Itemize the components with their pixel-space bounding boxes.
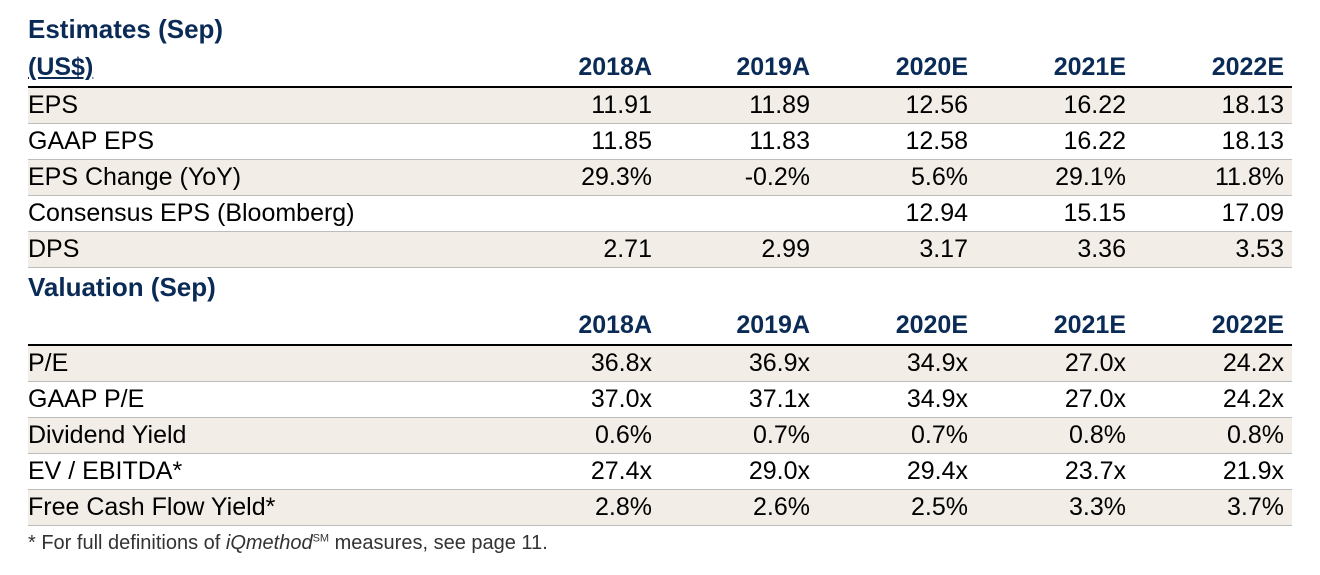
row-label: P/E [28,345,502,382]
footnote-prefix: * For full definitions of [28,532,226,554]
cell-value: 17.09 [1134,196,1292,232]
cell-value: 16.22 [976,124,1134,160]
cell-value: 27.0x [976,345,1134,382]
cell-value: -0.2% [660,160,818,196]
cell-value: 29.0x [660,454,818,490]
cell-value: 0.8% [976,418,1134,454]
row-label: EPS [28,87,502,124]
cell-value: 24.2x [1134,345,1292,382]
row-label: Consensus EPS (Bloomberg) [28,196,502,232]
row-label: DPS [28,232,502,268]
financial-tables-container: Estimates (Sep)(US$)2018A2019A2020E2021E… [0,0,1320,575]
cell-value: 23.7x [976,454,1134,490]
table-row: Dividend Yield0.6%0.7%0.7%0.8%0.8% [28,418,1292,454]
column-header: 2021E [976,307,1134,345]
cell-value: 37.1x [660,382,818,418]
table-row: Free Cash Flow Yield*2.8%2.6%2.5%3.3%3.7… [28,490,1292,526]
cell-value: 18.13 [1134,124,1292,160]
cell-value [502,196,660,232]
cell-value: 29.3% [502,160,660,196]
table-row: P/E36.8x36.9x34.9x27.0x24.2x [28,345,1292,382]
cell-value: 29.1% [976,160,1134,196]
cell-value: 34.9x [818,345,976,382]
section-title: Valuation (Sep) [28,268,1292,308]
cell-value: 24.2x [1134,382,1292,418]
cell-value: 34.9x [818,382,976,418]
cell-value: 11.89 [660,87,818,124]
cell-value: 27.4x [502,454,660,490]
row-label: EV / EBITDA* [28,454,502,490]
row-header-label [28,307,502,345]
footnote-suffix: measures, see page 11. [329,532,548,554]
cell-value: 0.7% [818,418,976,454]
column-header: 2021E [976,49,1134,87]
cell-value: 3.3% [976,490,1134,526]
column-header: 2022E [1134,307,1292,345]
financial-tables: Estimates (Sep)(US$)2018A2019A2020E2021E… [28,10,1292,526]
cell-value: 21.9x [1134,454,1292,490]
cell-value: 2.71 [502,232,660,268]
cell-value: 16.22 [976,87,1134,124]
cell-value: 11.91 [502,87,660,124]
table-row: DPS2.712.993.173.363.53 [28,232,1292,268]
cell-value: 0.8% [1134,418,1292,454]
cell-value: 36.8x [502,345,660,382]
cell-value: 2.99 [660,232,818,268]
cell-value [660,196,818,232]
cell-value: 5.6% [818,160,976,196]
cell-value: 12.94 [818,196,976,232]
cell-value: 29.4x [818,454,976,490]
cell-value: 3.36 [976,232,1134,268]
cell-value: 37.0x [502,382,660,418]
footnote-brand: iQmethod [226,532,313,554]
cell-value: 11.83 [660,124,818,160]
table-row: EPS Change (YoY)29.3%-0.2%5.6%29.1%11.8% [28,160,1292,196]
row-label: Free Cash Flow Yield* [28,490,502,526]
cell-value: 3.53 [1134,232,1292,268]
cell-value: 0.7% [660,418,818,454]
row-header-label: (US$) [28,49,502,87]
cell-value: 27.0x [976,382,1134,418]
table-row: GAAP EPS11.8511.8312.5816.2218.13 [28,124,1292,160]
cell-value: 18.13 [1134,87,1292,124]
cell-value: 36.9x [660,345,818,382]
cell-value: 2.8% [502,490,660,526]
cell-value: 2.6% [660,490,818,526]
cell-value: 2.5% [818,490,976,526]
row-label: GAAP EPS [28,124,502,160]
column-header: 2019A [660,307,818,345]
column-header: 2018A [502,49,660,87]
table-row: EV / EBITDA*27.4x29.0x29.4x23.7x21.9x [28,454,1292,490]
row-label: Dividend Yield [28,418,502,454]
cell-value: 12.58 [818,124,976,160]
table-row: EPS11.9111.8912.5616.2218.13 [28,87,1292,124]
column-header: 2020E [818,49,976,87]
column-header: 2019A [660,49,818,87]
cell-value: 11.85 [502,124,660,160]
row-label: GAAP P/E [28,382,502,418]
column-header: 2018A [502,307,660,345]
table-row: Consensus EPS (Bloomberg) 12.9415.1517.09 [28,196,1292,232]
column-header: 2022E [1134,49,1292,87]
row-label: EPS Change (YoY) [28,160,502,196]
cell-value: 11.8% [1134,160,1292,196]
cell-value: 3.7% [1134,490,1292,526]
cell-value: 0.6% [502,418,660,454]
footnote-brand-super: SM [313,532,330,544]
cell-value: 3.17 [818,232,976,268]
column-header: 2020E [818,307,976,345]
section-title: Estimates (Sep) [28,10,1292,49]
cell-value: 15.15 [976,196,1134,232]
cell-value: 12.56 [818,87,976,124]
table-row: GAAP P/E37.0x37.1x34.9x27.0x24.2x [28,382,1292,418]
footnote: * For full definitions of iQmethodSM mea… [28,532,1292,555]
